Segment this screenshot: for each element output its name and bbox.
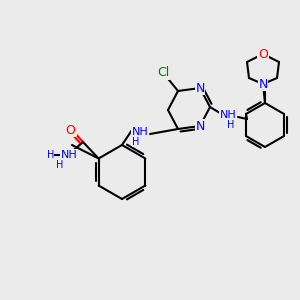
Text: NH: NH (132, 127, 148, 137)
Text: N: N (195, 82, 205, 94)
Text: Cl: Cl (157, 67, 169, 80)
Text: O: O (65, 124, 75, 136)
Text: N: N (195, 119, 205, 133)
Text: H: H (46, 150, 54, 160)
Text: O: O (68, 125, 76, 135)
Text: NH: NH (220, 110, 236, 120)
Text: N: N (258, 77, 268, 91)
Text: H: H (56, 160, 64, 170)
Text: H: H (132, 137, 140, 147)
Text: O: O (258, 47, 268, 61)
Text: NH: NH (60, 150, 76, 160)
Text: H: H (227, 120, 235, 130)
Text: NH: NH (61, 150, 77, 160)
